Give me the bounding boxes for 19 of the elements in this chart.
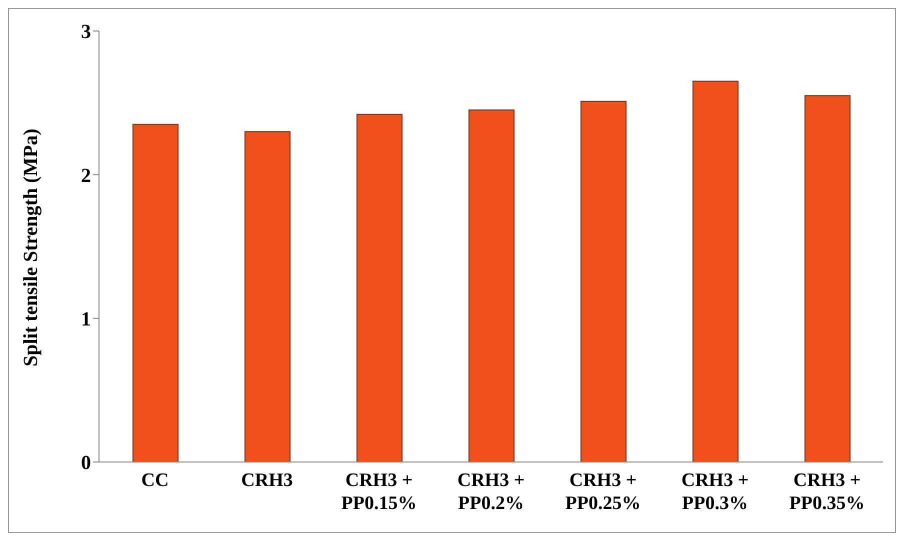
x-tick-label: CRH3 + PP0.3%	[681, 470, 749, 514]
bar	[244, 131, 290, 462]
y-tick-label: 2	[81, 164, 91, 187]
bar	[468, 110, 514, 462]
y-tick-label: 3	[81, 21, 91, 44]
x-tick-label: CRH3 + PP0.35%	[789, 470, 865, 514]
x-tick-label: CRH3	[241, 470, 293, 491]
bar	[692, 80, 738, 462]
y-tick-label: 0	[81, 452, 91, 474]
x-tick-label: CC	[141, 470, 169, 491]
x-tick-label: CRH3 + PP0.15%	[341, 470, 417, 514]
bar	[804, 95, 850, 462]
y-axis-title: Split tensile Strength (MPa)	[20, 128, 42, 366]
bar	[580, 100, 626, 462]
bar	[132, 124, 178, 462]
y-tick-label: 1	[81, 308, 91, 330]
x-tick-label: CRH3 + PP0.2%	[457, 470, 525, 514]
bar	[356, 114, 402, 462]
x-tick-label: CRH3 + PP0.25%	[565, 470, 641, 514]
